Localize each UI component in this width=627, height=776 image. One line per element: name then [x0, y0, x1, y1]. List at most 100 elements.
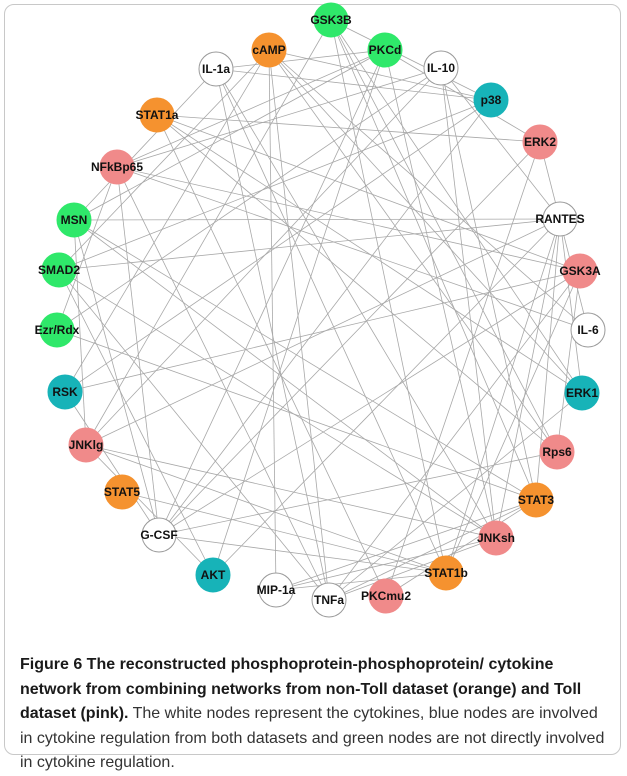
node	[367, 32, 403, 68]
node-label: STAT1a	[136, 108, 179, 122]
edge	[212, 49, 386, 576]
edge	[215, 68, 330, 601]
edge	[445, 218, 561, 574]
edge	[158, 270, 581, 536]
node	[258, 572, 294, 608]
edge	[215, 49, 386, 70]
node-label: Rps6	[542, 445, 572, 459]
node-label: STAT5	[104, 485, 141, 499]
edge	[330, 19, 558, 453]
edge	[158, 141, 541, 536]
edge	[328, 499, 537, 601]
node	[539, 434, 575, 470]
edge	[73, 219, 537, 501]
edge	[330, 19, 583, 394]
edge	[215, 68, 492, 101]
node	[39, 312, 75, 348]
edge	[559, 218, 583, 394]
edge	[64, 391, 160, 536]
edge	[440, 67, 537, 501]
edge	[384, 49, 497, 539]
edge	[64, 99, 492, 393]
edge	[116, 166, 160, 536]
edge	[73, 49, 386, 221]
edge	[385, 141, 541, 597]
node	[313, 2, 349, 38]
edge	[58, 218, 561, 271]
node	[198, 51, 234, 87]
edge	[268, 49, 330, 601]
edge	[85, 444, 214, 576]
node-label: ERK1	[566, 386, 598, 400]
edge	[56, 67, 442, 331]
node	[368, 578, 404, 614]
edge	[268, 49, 589, 331]
edge	[495, 218, 561, 539]
edge	[116, 49, 386, 168]
figure-frame	[4, 4, 621, 755]
edge	[158, 534, 447, 574]
edge	[58, 49, 270, 271]
edge	[275, 499, 537, 591]
node-label: MSN	[61, 213, 88, 227]
node-label: cAMP	[252, 43, 285, 57]
node	[570, 312, 606, 348]
caption: Figure 6 The reconstructed phosphoprotei…	[20, 653, 610, 776]
edge	[328, 270, 581, 601]
node-label: NFkBp65	[91, 160, 143, 174]
edge	[73, 219, 160, 536]
edge	[64, 49, 270, 393]
node-label: TNFa	[314, 593, 344, 607]
edge	[156, 114, 541, 143]
edge	[440, 67, 497, 539]
node	[104, 474, 140, 510]
edge	[56, 329, 537, 501]
edge	[215, 68, 497, 539]
edge	[268, 49, 277, 591]
edge	[330, 19, 537, 501]
edge	[116, 166, 589, 331]
network: cAMP GSK3B PKCd IL-10 p38 ERK2 RANTES GSK3A IL-6…	[35, 2, 606, 618]
edge	[73, 68, 217, 221]
node	[47, 374, 83, 410]
edge	[275, 537, 497, 591]
node-label: JNKlg	[69, 438, 104, 452]
node-label: STAT3	[518, 493, 555, 507]
edge	[85, 444, 447, 574]
node	[564, 375, 600, 411]
edge	[73, 219, 497, 539]
node-label: ERK2	[524, 135, 556, 149]
node-label: GSK3A	[559, 264, 601, 278]
node	[139, 97, 175, 133]
edge	[85, 19, 332, 446]
edge	[64, 270, 581, 393]
nodes: cAMP GSK3B PKCd IL-10 p38 ERK2 RANTES GSK3A IL-6…	[35, 2, 606, 618]
edge	[85, 444, 497, 539]
node	[522, 124, 558, 160]
node-label: PKCmu2	[361, 589, 411, 603]
edge	[116, 166, 330, 601]
edges	[56, 19, 589, 601]
edge	[385, 499, 537, 597]
edge	[58, 269, 214, 576]
node-label: MIP-1a	[257, 583, 296, 597]
node	[195, 557, 231, 593]
node-label: AKT	[201, 568, 226, 582]
edge	[158, 99, 492, 536]
node-label: IL-1a	[202, 62, 230, 76]
edge	[268, 49, 492, 101]
node-label: RSK	[52, 385, 78, 399]
edge	[116, 67, 442, 168]
node-label: GSK3B	[310, 13, 352, 27]
node-label: G-CSF	[140, 528, 177, 542]
node-label: IL-6	[577, 323, 599, 337]
edge	[156, 114, 387, 597]
node	[423, 50, 459, 86]
node	[251, 32, 287, 68]
edge	[85, 218, 561, 446]
edge	[215, 68, 447, 574]
node-label: RANTES	[535, 212, 584, 226]
edge	[445, 270, 581, 574]
node-label: IL-10	[427, 61, 455, 75]
edge	[116, 166, 581, 272]
